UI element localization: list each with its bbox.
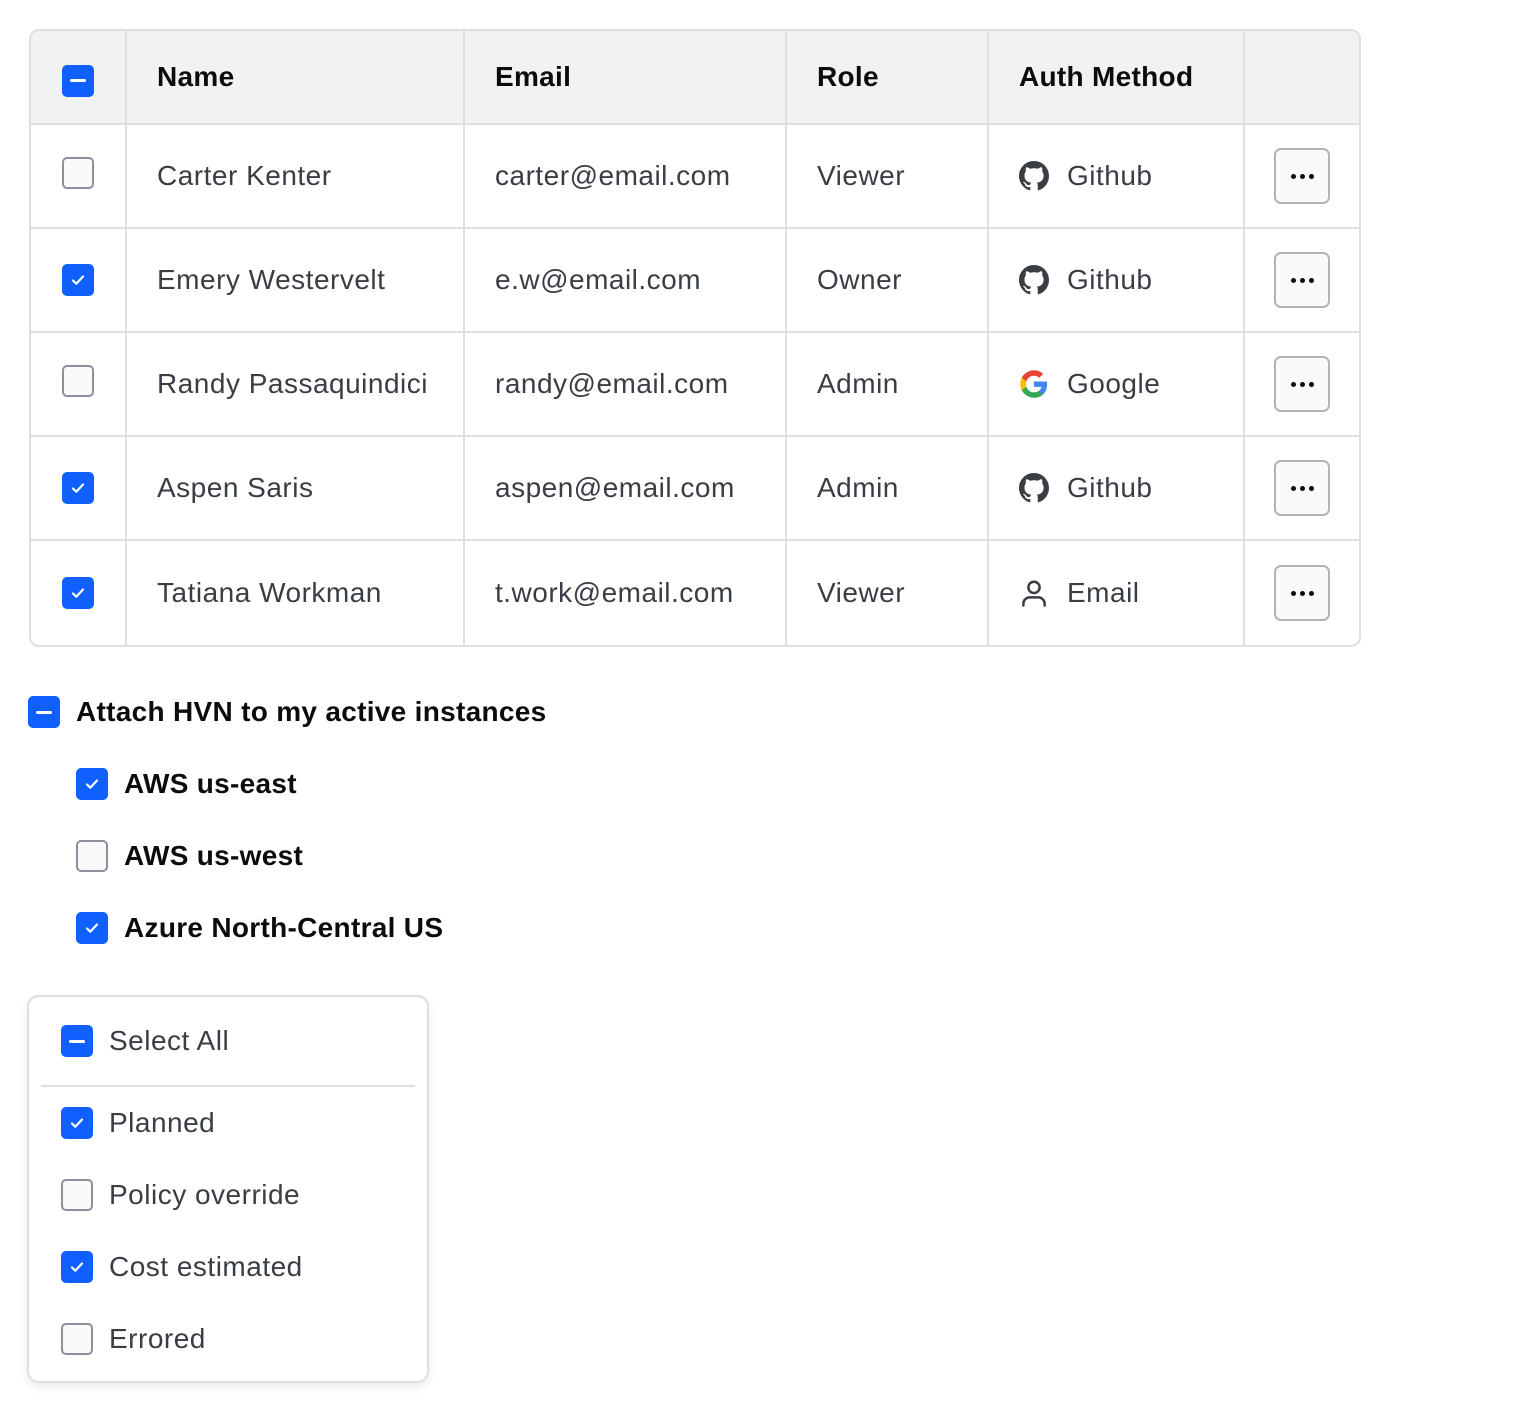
row-checkbox[interactable] (62, 472, 94, 504)
cell-email: randy@email.com (465, 333, 787, 437)
table-row: Carter Kenter carter@email.com Viewer Gi… (31, 125, 1359, 229)
attach-hvn-checkbox[interactable] (28, 696, 60, 728)
select-all-label: Select All (109, 1025, 230, 1056)
cell-name: Tatiana Workman (127, 541, 465, 645)
column-header-email[interactable]: Email (465, 31, 787, 125)
ellipsis-icon (1290, 277, 1296, 283)
filter-dropdown-panel: Select All Planned Policy override Cost es… (27, 995, 429, 1383)
region-checkbox[interactable] (76, 840, 108, 872)
row-actions-button[interactable] (1274, 460, 1330, 516)
filter-option-checkbox[interactable] (61, 1107, 93, 1139)
cell-email: t.work@email.com (465, 541, 787, 645)
row-checkbox[interactable] (62, 577, 94, 609)
users-table: Name Email Role Auth Method Carter Kente… (29, 29, 1361, 647)
row-checkbox[interactable] (62, 264, 94, 296)
auth-method-label: Github (1067, 472, 1153, 503)
cell-role: Owner (787, 229, 989, 333)
filter-option-checkbox[interactable] (61, 1251, 93, 1283)
region-label: Azure North-Central US (124, 912, 444, 943)
cell-name: Carter Kenter (127, 125, 465, 229)
region-label: AWS us-west (124, 840, 304, 871)
cell-name: Aspen Saris (127, 437, 465, 541)
region-label: AWS us-east (124, 768, 297, 799)
filter-option-checkbox[interactable] (61, 1323, 93, 1355)
table-row: Aspen Saris aspen@email.com Admin Github (31, 437, 1359, 541)
filter-option-label: Planned (109, 1107, 216, 1138)
cell-role: Viewer (787, 541, 989, 645)
auth-method-label: Email (1067, 577, 1140, 608)
user-icon (1019, 578, 1049, 608)
column-header-auth-method[interactable]: Auth Method (989, 31, 1245, 125)
column-header-role[interactable]: Role (787, 31, 989, 125)
github-icon (1019, 161, 1049, 191)
ellipsis-icon (1290, 590, 1296, 596)
table-row: Randy Passaquindici randy@email.com Admi… (31, 333, 1359, 437)
filter-option[interactable]: Planned (61, 1107, 215, 1139)
row-actions-button[interactable] (1274, 148, 1330, 204)
auth-method-label: Google (1067, 368, 1161, 399)
row-actions-button[interactable] (1274, 252, 1330, 308)
cell-auth-method: Google (989, 333, 1245, 437)
region-checkbox-row[interactable]: Azure North-Central US (76, 911, 547, 945)
column-header-actions (1245, 31, 1359, 125)
cell-email: aspen@email.com (465, 437, 787, 541)
attach-hvn-label: Attach HVN to my active instances (76, 696, 547, 727)
cell-email: carter@email.com (465, 125, 787, 229)
cell-name: Emery Westervelt (127, 229, 465, 333)
row-actions-button[interactable] (1274, 565, 1330, 621)
table-header-row: Name Email Role Auth Method (31, 31, 1359, 125)
filter-option-label: Cost estimated (109, 1251, 303, 1282)
ellipsis-icon (1290, 173, 1296, 179)
attach-hvn-checkbox-row[interactable]: Attach HVN to my active instances (28, 695, 547, 729)
ellipsis-icon (1290, 485, 1296, 491)
cell-role: Admin (787, 333, 989, 437)
cell-auth-method: Github (989, 229, 1245, 333)
filter-option-label: Errored (109, 1323, 206, 1354)
cell-auth-method: Email (989, 541, 1245, 645)
select-all-rows-checkbox[interactable] (62, 64, 94, 97)
hvn-checkbox-group: Attach HVN to my active instances AWS us… (28, 695, 547, 945)
region-checkbox-row[interactable]: AWS us-west (76, 839, 547, 873)
filter-option[interactable]: Cost estimated (61, 1251, 303, 1283)
region-checkbox[interactable] (76, 768, 108, 800)
cell-auth-method: Github (989, 125, 1245, 229)
auth-method-label: Github (1067, 264, 1153, 295)
auth-method-label: Github (1067, 160, 1153, 191)
ellipsis-icon (1290, 381, 1296, 387)
filter-option-label: Policy override (109, 1179, 301, 1210)
column-header-name[interactable]: Name (127, 31, 465, 125)
divider (41, 1085, 415, 1087)
google-icon (1019, 369, 1049, 399)
cell-name: Randy Passaquindici (127, 333, 465, 437)
filter-option-checkbox[interactable] (61, 1179, 93, 1211)
filter-option[interactable]: Policy override (61, 1179, 300, 1211)
cell-auth-method: Github (989, 437, 1245, 541)
github-icon (1019, 473, 1049, 503)
cell-role: Admin (787, 437, 989, 541)
row-checkbox[interactable] (62, 156, 94, 189)
region-checkbox[interactable] (76, 912, 108, 944)
filter-option[interactable]: Errored (61, 1323, 206, 1355)
cell-role: Viewer (787, 125, 989, 229)
cell-email: e.w@email.com (465, 229, 787, 333)
row-checkbox[interactable] (62, 364, 94, 397)
table-row: Emery Westervelt e.w@email.com Owner Git… (31, 229, 1359, 333)
github-icon (1019, 265, 1049, 295)
table-row: Tatiana Workman t.work@email.com Viewer … (31, 541, 1359, 645)
row-actions-button[interactable] (1274, 356, 1330, 412)
select-all-option[interactable]: Select All (61, 1025, 229, 1057)
select-all-checkbox[interactable] (61, 1025, 93, 1057)
region-checkbox-row[interactable]: AWS us-east (76, 767, 547, 801)
